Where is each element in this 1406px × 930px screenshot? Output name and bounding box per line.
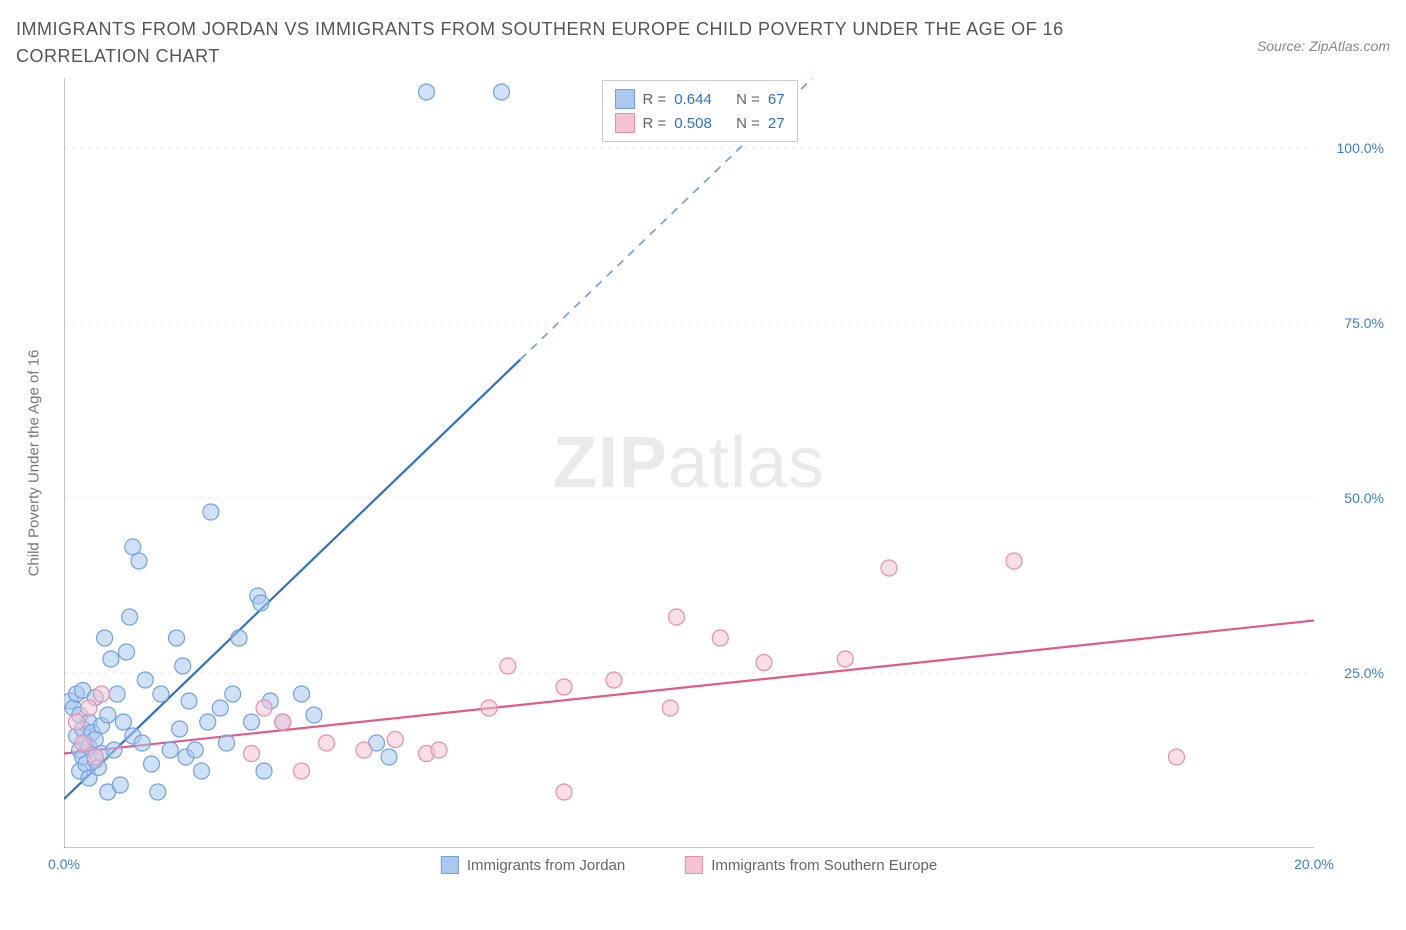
data-point xyxy=(175,658,191,674)
data-point xyxy=(419,84,435,100)
data-point xyxy=(122,609,138,625)
data-point xyxy=(712,630,728,646)
data-point xyxy=(131,553,147,569)
stat-value: 0.508 xyxy=(674,115,712,132)
legend-swatch xyxy=(441,856,459,874)
bottom-legend: Immigrants from Jordan Immigrants from So… xyxy=(441,856,937,874)
data-point xyxy=(244,714,260,730)
stat-value: 27 xyxy=(768,115,785,132)
stat-value: 0.644 xyxy=(674,91,712,108)
data-point xyxy=(556,784,572,800)
data-point xyxy=(150,784,166,800)
data-point xyxy=(219,735,235,751)
data-point xyxy=(87,749,103,765)
data-point xyxy=(669,609,685,625)
stat-row: R = 0.644 N = 67 xyxy=(615,87,785,111)
plot-area: Child Poverty Under the Age of 16 ZIPatl… xyxy=(64,78,1314,848)
data-point xyxy=(1169,749,1185,765)
correlation-stat-box: R = 0.644 N = 67 R = 0.508 N = 27 xyxy=(602,80,798,142)
data-point xyxy=(153,686,169,702)
data-point xyxy=(137,672,153,688)
stat-row: R = 0.508 N = 27 xyxy=(615,111,785,135)
chart-container: IMMIGRANTS FROM JORDAN VS IMMIGRANTS FRO… xyxy=(16,16,1390,914)
legend-item: Immigrants from Southern Europe xyxy=(685,856,937,874)
data-point xyxy=(387,732,403,748)
y-tick-label: 100.0% xyxy=(1337,140,1384,156)
data-point xyxy=(181,693,197,709)
data-point xyxy=(662,700,678,716)
data-point xyxy=(253,595,269,611)
data-point xyxy=(187,742,203,758)
title-row: IMMIGRANTS FROM JORDAN VS IMMIGRANTS FRO… xyxy=(16,16,1390,70)
data-point xyxy=(837,651,853,667)
data-point xyxy=(1006,553,1022,569)
legend-label: Immigrants from Jordan xyxy=(467,857,625,874)
y-tick-label: 25.0% xyxy=(1344,665,1384,681)
x-tick-label: 0.0% xyxy=(48,856,80,872)
stat-label: N = xyxy=(736,91,760,108)
data-point xyxy=(162,742,178,758)
data-point xyxy=(225,686,241,702)
data-point xyxy=(275,714,291,730)
data-point xyxy=(109,686,125,702)
data-point xyxy=(69,714,85,730)
data-point xyxy=(144,756,160,772)
data-point xyxy=(134,735,150,751)
data-point xyxy=(75,735,91,751)
data-point xyxy=(556,679,572,695)
data-point xyxy=(97,630,113,646)
y-tick-label: 50.0% xyxy=(1344,490,1384,506)
data-point xyxy=(200,714,216,730)
stat-label: R = xyxy=(643,115,667,132)
data-point xyxy=(172,721,188,737)
legend-item: Immigrants from Jordan xyxy=(441,856,625,874)
data-point xyxy=(212,700,228,716)
chart-title: IMMIGRANTS FROM JORDAN VS IMMIGRANTS FRO… xyxy=(16,16,1116,70)
data-point xyxy=(119,644,135,660)
data-point xyxy=(881,560,897,576)
data-point xyxy=(606,672,622,688)
data-point xyxy=(94,686,110,702)
data-point xyxy=(481,700,497,716)
data-point xyxy=(112,777,128,793)
source-label: Source: ZipAtlas.com xyxy=(1257,38,1390,54)
data-point xyxy=(169,630,185,646)
stat-label: N = xyxy=(736,115,760,132)
data-point xyxy=(81,700,97,716)
data-point xyxy=(100,707,116,723)
data-point xyxy=(103,651,119,667)
data-point xyxy=(115,714,131,730)
chart-svg xyxy=(64,78,1314,848)
data-point xyxy=(256,763,272,779)
data-point xyxy=(244,746,260,762)
x-tick-label: 20.0% xyxy=(1294,856,1334,872)
stat-value: 67 xyxy=(768,91,785,108)
legend-label: Immigrants from Southern Europe xyxy=(711,857,937,874)
data-point xyxy=(294,763,310,779)
data-point xyxy=(203,504,219,520)
stat-label: R = xyxy=(643,91,667,108)
y-axis-label: Child Poverty Under the Age of 16 xyxy=(26,350,43,577)
data-point xyxy=(756,655,772,671)
data-point xyxy=(494,84,510,100)
data-point xyxy=(381,749,397,765)
data-point xyxy=(256,700,272,716)
stat-swatch xyxy=(615,113,635,133)
data-point xyxy=(106,742,122,758)
y-tick-label: 75.0% xyxy=(1344,315,1384,331)
data-point xyxy=(306,707,322,723)
data-point xyxy=(231,630,247,646)
data-point xyxy=(194,763,210,779)
data-point xyxy=(500,658,516,674)
stat-swatch xyxy=(615,89,635,109)
legend-swatch xyxy=(685,856,703,874)
data-point xyxy=(431,742,447,758)
data-point xyxy=(294,686,310,702)
trend-line xyxy=(64,621,1314,754)
data-point xyxy=(319,735,335,751)
data-point xyxy=(356,742,372,758)
